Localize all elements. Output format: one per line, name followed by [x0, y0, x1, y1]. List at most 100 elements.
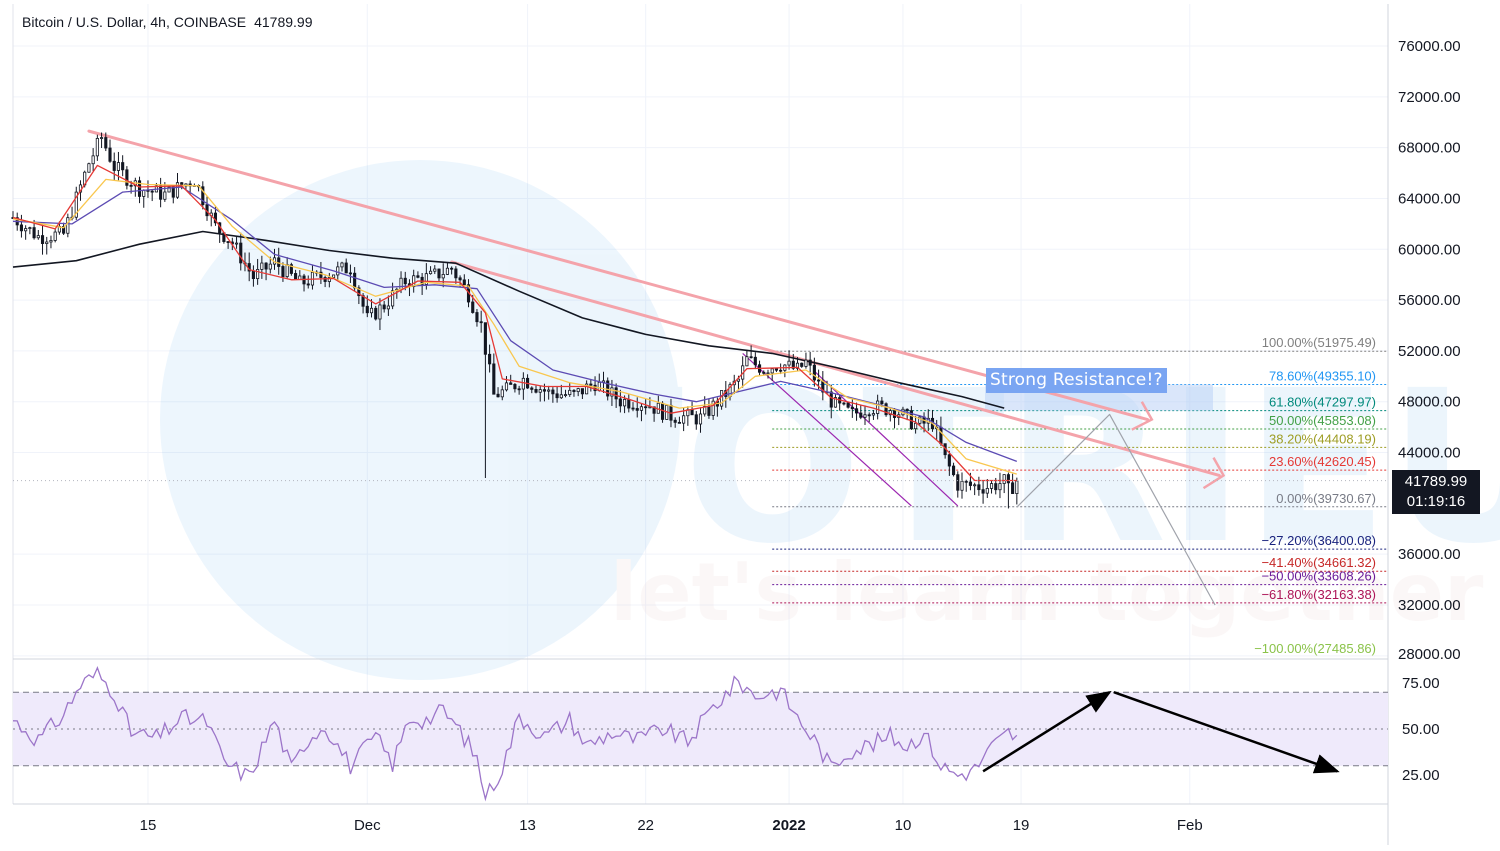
candle-body: [779, 369, 783, 372]
y-tick-label: 48000.00: [1398, 394, 1461, 411]
candle-body: [817, 379, 821, 382]
candle-body: [496, 393, 500, 398]
candle-body: [62, 226, 66, 234]
candle-body: [576, 388, 580, 393]
candle-body: [163, 191, 167, 200]
candle-body: [690, 409, 694, 416]
candle-body: [812, 364, 816, 381]
y-tick-label: 76000.00: [1398, 38, 1461, 55]
strong-resistance-callout[interactable]: Strong Resistance!?: [986, 368, 1167, 393]
trendline-arrowhead: [1202, 457, 1226, 490]
fib-level-label: −100.00%(27485.86): [1254, 641, 1376, 656]
candle-body: [40, 235, 45, 244]
candle-body: [264, 262, 268, 270]
candle-body: [513, 384, 517, 390]
price-tag-countdown: 01:19:16: [1406, 493, 1466, 510]
candle-body: [952, 465, 956, 476]
candle-body: [32, 227, 36, 239]
candle-body: [800, 362, 804, 367]
candle-body: [28, 227, 32, 230]
candle-body: [989, 483, 994, 489]
candle-body: [804, 359, 808, 367]
projection-path: [1016, 413, 1216, 606]
candle-body: [260, 262, 264, 270]
candle-body: [711, 400, 715, 416]
ma-long-line: [12, 230, 1005, 409]
candle-body: [108, 147, 112, 162]
candle-body: [319, 271, 323, 278]
candle-body: [639, 406, 644, 411]
candle-body: [610, 387, 614, 397]
candle-body: [568, 389, 572, 395]
candle-body: [918, 416, 922, 424]
rsi-band-fill: [13, 692, 1388, 766]
candle-body: [137, 180, 142, 197]
candle-body: [585, 383, 589, 395]
candle-body: [150, 190, 154, 193]
candle-body: [627, 398, 631, 409]
x-tick-10: 10: [895, 817, 912, 834]
candle-body: [213, 212, 218, 224]
candle-body: [87, 163, 91, 173]
candle-body: [450, 267, 454, 270]
fib-level-label: −61.80%(32163.38): [1261, 587, 1376, 602]
candle-body: [509, 382, 513, 385]
candle-body: [770, 368, 774, 374]
candle-body: [555, 393, 559, 399]
channel-line: [742, 353, 912, 507]
candle-body: [791, 360, 795, 369]
candle-body: [251, 270, 255, 280]
candle-body: [391, 290, 395, 307]
candle-body: [635, 408, 639, 411]
candle-body: [369, 307, 374, 314]
y-tick-label: 32000.00: [1398, 597, 1461, 614]
candle-body: [239, 242, 243, 264]
candle-body: [673, 419, 677, 423]
candle-body: [121, 162, 125, 171]
trendline-arrowhead: [1131, 401, 1154, 431]
ema-fast-line: [12, 164, 1017, 482]
candle-body: [100, 137, 104, 139]
candle-body: [323, 277, 327, 282]
fib-level-label: −50.00%(33608.26): [1261, 569, 1376, 584]
candle-body: [412, 275, 416, 288]
candle-body: [854, 408, 859, 414]
candle-body: [492, 363, 496, 395]
candle-body: [45, 241, 49, 244]
candle-body: [340, 262, 344, 268]
fib-level-label: 100.00%(51975.49): [1262, 335, 1376, 350]
x-tick-2022: 2022: [772, 817, 805, 834]
candle-body: [981, 489, 985, 494]
candle-body: [871, 413, 875, 416]
candle-body: [226, 241, 230, 243]
candle-body: [707, 406, 711, 416]
candle-body: [606, 380, 610, 397]
symbol-legend[interactable]: Bitcoin / U.S. Dollar, 4h, COINBASE 41789…: [22, 14, 313, 30]
candle-body: [745, 356, 749, 367]
candle-body: [159, 185, 163, 200]
candle-body: [500, 389, 504, 398]
candle-body: [652, 406, 656, 414]
candle-body: [53, 231, 57, 241]
candle-body: [479, 321, 483, 324]
candle-body: [795, 362, 800, 369]
trendline-upper: [87, 129, 1150, 422]
candle-body: [517, 388, 521, 391]
candle-body: [618, 398, 622, 407]
candle-body: [66, 217, 70, 234]
rsi-tick-label: 25.00: [1402, 767, 1440, 784]
fib-level-label: 0.00%(39730.67): [1276, 491, 1376, 506]
candle-body: [429, 270, 433, 275]
candle-body: [378, 304, 382, 320]
candle-body: [348, 272, 352, 275]
candle-body: [327, 277, 331, 282]
candle-body: [336, 266, 340, 276]
candle-body: [521, 377, 525, 390]
candle-body: [95, 138, 99, 157]
trendline-lower: [450, 260, 1221, 477]
candle-body: [884, 403, 888, 416]
candle-body: [234, 242, 239, 245]
candle-body: [749, 356, 753, 359]
